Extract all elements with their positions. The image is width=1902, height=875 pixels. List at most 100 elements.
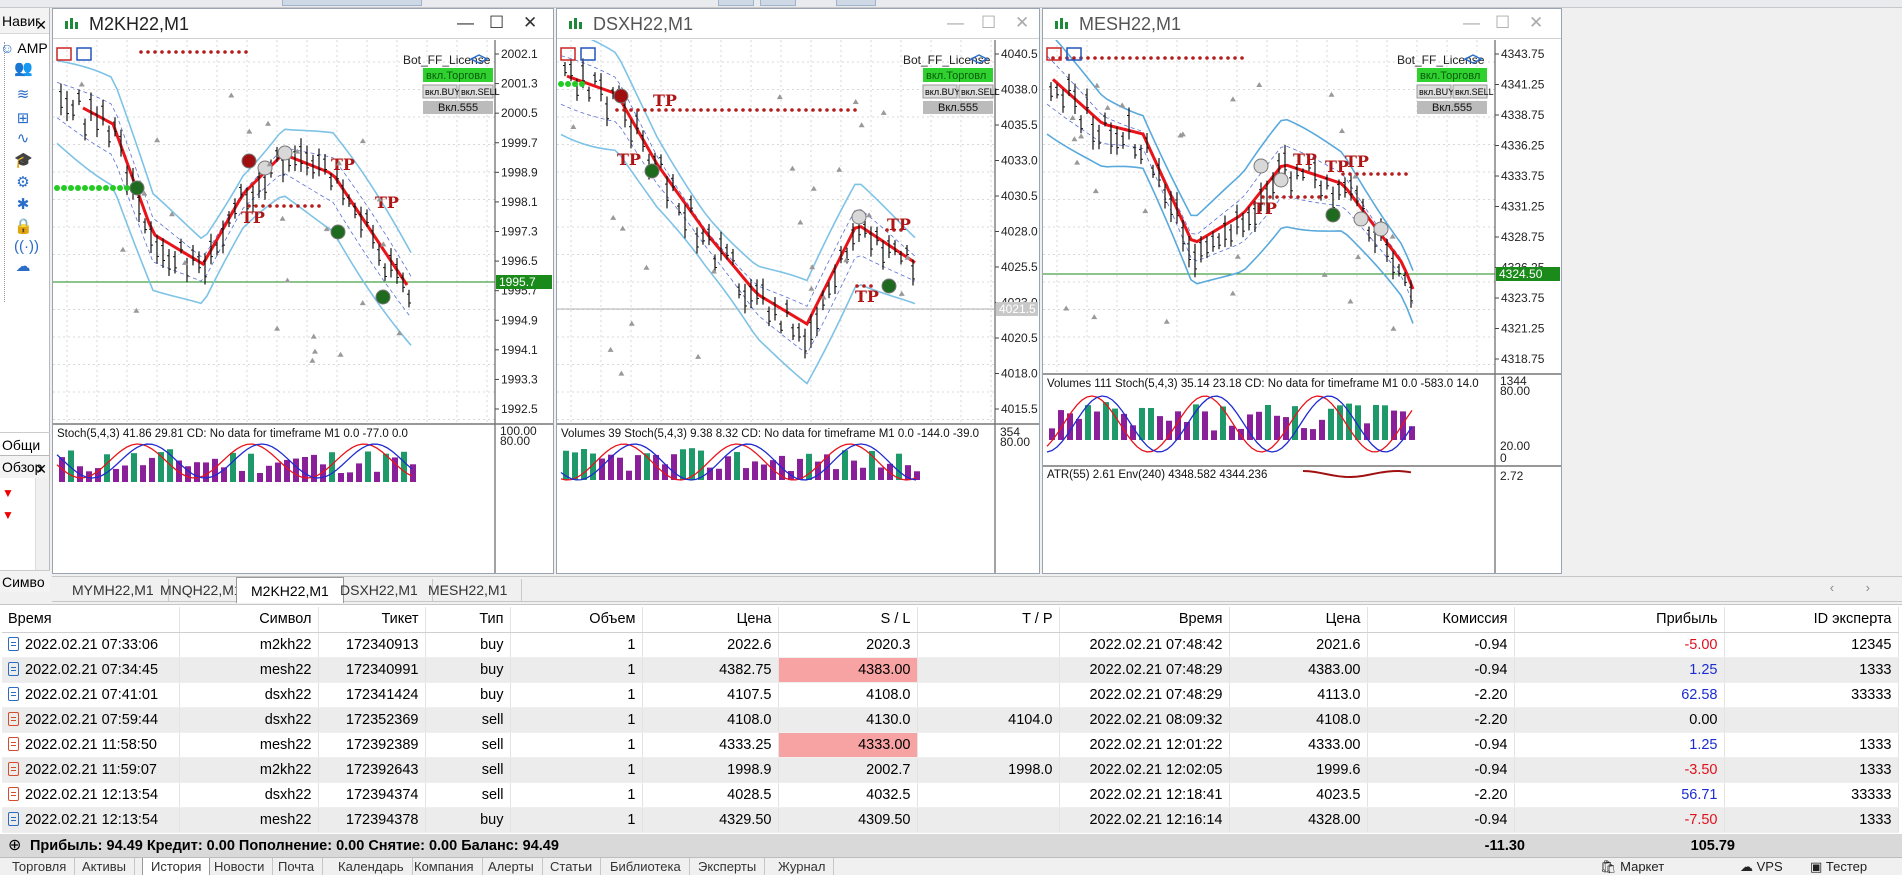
bottom-tab[interactable]: Торговля <box>4 858 76 875</box>
buy-toggle-button[interactable] <box>1416 84 1452 99</box>
table-row[interactable]: 2022.02.21 12:13:54 mesh22 172394378 buy 1 43… <box>2 807 1899 833</box>
chart-titlebar[interactable]: DSXH22,M1 — ☐ ✕ <box>557 9 1039 39</box>
scripts-icon[interactable]: ∿ <box>16 130 30 147</box>
price-chart[interactable]: 4040.5 4038.0 4035.5 4033.0 4030.5 4028.0 4025… <box>557 40 1039 573</box>
minimize-icon[interactable]: — <box>947 13 964 32</box>
chart-window-m2kh22[interactable]: M2KH22,M1 — ☐ ✕ 2002.1 2001.3 2000.5 1999.7… <box>52 8 554 574</box>
trade-toggle-button[interactable] <box>1417 68 1487 82</box>
sell-toggle-button[interactable] <box>1452 84 1488 99</box>
column-header[interactable]: Время <box>1059 607 1230 633</box>
sell-toggle-button[interactable] <box>958 84 994 99</box>
chart-tab-active[interactable]: M2KH22,M1 <box>236 577 344 603</box>
chart-titlebar[interactable]: M2KH22,M1 — ☐ ✕ <box>53 9 553 39</box>
buy-toggle-button[interactable] <box>422 84 458 99</box>
one-click-icon[interactable] <box>56 47 72 61</box>
minimize-icon[interactable]: — <box>1463 13 1480 32</box>
column-header[interactable]: S / L <box>778 607 918 633</box>
column-header[interactable]: Объем <box>510 607 643 633</box>
column-header[interactable]: Прибыль <box>1514 607 1725 633</box>
cloud-icon[interactable]: ☁ <box>15 258 31 275</box>
one-click-icon[interactable] <box>580 47 596 61</box>
column-header[interactable]: Тикет <box>318 607 426 633</box>
tab-symbols[interactable]: Симво <box>0 570 50 592</box>
toolbar-segment[interactable] <box>282 0 422 6</box>
price-chart[interactable]: 4343.75 4341.25 4338.75 4336.25 4333.75 4331.… <box>1043 40 1561 573</box>
toggle-555-button[interactable] <box>1417 101 1487 114</box>
chart-window-dsxh22[interactable]: DSXH22,M1 — ☐ ✕ 4040.5 4038.0 4035.5 4033.0… <box>556 8 1040 574</box>
toggle-555-button[interactable] <box>923 101 993 114</box>
close-icon[interactable]: ✕ <box>1015 13 1030 32</box>
indicators-icon[interactable]: ≋ <box>16 86 30 103</box>
column-header[interactable]: Цена <box>1229 607 1368 633</box>
chart-tab[interactable]: MESH22,M1 <box>414 579 523 601</box>
close-icon[interactable]: ✕ <box>523 13 538 32</box>
bottom-tab[interactable]: Эксперты <box>690 858 766 875</box>
cell-text: 2022.02.21 12:13:54 <box>25 786 159 803</box>
market-icon[interactable]: 🎓 <box>14 152 33 169</box>
bottom-tab[interactable]: Библиотека <box>602 858 690 875</box>
nav-item-amp[interactable]: ☺ AMP <box>0 40 48 56</box>
bottom-tab[interactable]: Статьи <box>542 858 602 875</box>
column-header[interactable]: Тип <box>425 607 511 633</box>
chart-window-mesh22[interactable]: MESH22,M1 — ☐ ✕ 4343.75 4341.25 4338.75 433… <box>1042 8 1562 574</box>
expand-icon[interactable]: ⊕ <box>8 837 22 854</box>
minimize-icon[interactable]: — <box>457 13 474 32</box>
one-click-icon[interactable] <box>76 47 92 61</box>
maximize-icon[interactable]: ☐ <box>1495 13 1511 32</box>
price-chart[interactable]: 2002.1 2001.3 2000.5 1999.7 1998.9 1998.1 1997… <box>53 40 553 573</box>
close-icon[interactable]: ✕ <box>35 461 47 477</box>
table-row[interactable]: 2022.02.21 11:59:07 m2kh22 172392643 sell 1 1… <box>2 757 1899 783</box>
column-header[interactable]: Символ <box>179 607 319 633</box>
table-row[interactable]: 2022.02.21 07:41:01 dsxh22 172341424 buy 1 41… <box>2 682 1899 708</box>
table-row[interactable]: 2022.02.21 07:33:06 m2kh22 172340913 buy 1 20… <box>2 632 1899 658</box>
scrollbar[interactable] <box>35 478 49 576</box>
maximize-icon[interactable]: ☐ <box>489 13 505 32</box>
vps-icon[interactable]: ☁ VPS <box>1740 859 1783 874</box>
bottom-tab[interactable]: Активы <box>74 858 135 875</box>
bottom-tab[interactable]: Алерты <box>480 858 543 875</box>
table-row[interactable]: 2022.02.21 11:58:50 mesh22 172392389 sell 1 4… <box>2 732 1899 758</box>
tab-general[interactable]: Общи <box>0 432 50 456</box>
sell-toggle-button[interactable] <box>458 84 494 99</box>
one-click-icon[interactable] <box>560 47 576 61</box>
services-icon[interactable]: ⚙ <box>16 174 30 191</box>
one-click-icon[interactable] <box>1046 47 1062 61</box>
trade-toggle-button[interactable] <box>423 68 493 82</box>
market-icon[interactable]: 🛍 Маркет <box>1600 859 1665 874</box>
chart-titlebar[interactable]: MESH22,M1 — ☐ ✕ <box>1043 9 1561 39</box>
one-click-icon[interactable] <box>1066 47 1082 61</box>
lock-icon[interactable]: 🔒 <box>14 218 33 235</box>
chart-tab[interactable]: MYMH22,M1 <box>58 579 169 601</box>
toolbar-segment[interactable] <box>718 0 754 6</box>
bottom-tab[interactable]: Компания <box>406 858 483 875</box>
toolbar-segment[interactable] <box>760 0 796 6</box>
gear-icon[interactable]: ✱ <box>16 196 30 213</box>
column-header[interactable]: ID эксперта <box>1724 607 1899 633</box>
tab-scroll-arrows[interactable]: ‹ › <box>1829 580 1884 595</box>
column-header[interactable]: Комиссия <box>1367 607 1515 633</box>
column-header[interactable]: Время <box>2 607 180 633</box>
close-icon[interactable]: ✕ <box>1529 13 1544 32</box>
close-icon[interactable]: ✕ <box>35 17 47 33</box>
table-row[interactable]: 2022.02.21 07:59:44 dsxh22 172352369 sell 1 4… <box>2 707 1899 733</box>
trade-toggle-button[interactable] <box>923 68 993 82</box>
maximize-icon[interactable]: ☐ <box>981 13 997 32</box>
bottom-tab[interactable]: История <box>142 858 211 875</box>
signal-icon[interactable]: ((·)) <box>14 238 39 255</box>
accounts-icon[interactable]: 👥 <box>14 60 33 77</box>
column-header[interactable]: T / P <box>917 607 1060 633</box>
bottom-tab[interactable]: Журнал <box>770 858 835 875</box>
bottom-tab[interactable]: Почта <box>270 858 324 875</box>
tester-icon[interactable]: ▣ Тестер <box>1810 859 1868 874</box>
bottom-tab[interactable]: Календарь <box>330 858 413 875</box>
column-header[interactable]: Цена <box>642 607 779 633</box>
chart-tab[interactable]: DSXH22,M1 <box>326 579 433 601</box>
buy-toggle-button[interactable] <box>922 84 958 99</box>
toggle-555-button[interactable] <box>423 101 493 114</box>
level-dot <box>558 81 564 87</box>
table-row[interactable]: 2022.02.21 12:13:54 dsxh22 172394374 sell 1 4… <box>2 782 1899 808</box>
toolbar-segment[interactable] <box>836 0 876 6</box>
experts-icon[interactable]: ⊞ <box>16 110 30 127</box>
bottom-tab[interactable]: Новости <box>206 858 274 875</box>
table-row[interactable]: 2022.02.21 07:34:45 mesh22 172340991 buy 1 43… <box>2 657 1899 683</box>
